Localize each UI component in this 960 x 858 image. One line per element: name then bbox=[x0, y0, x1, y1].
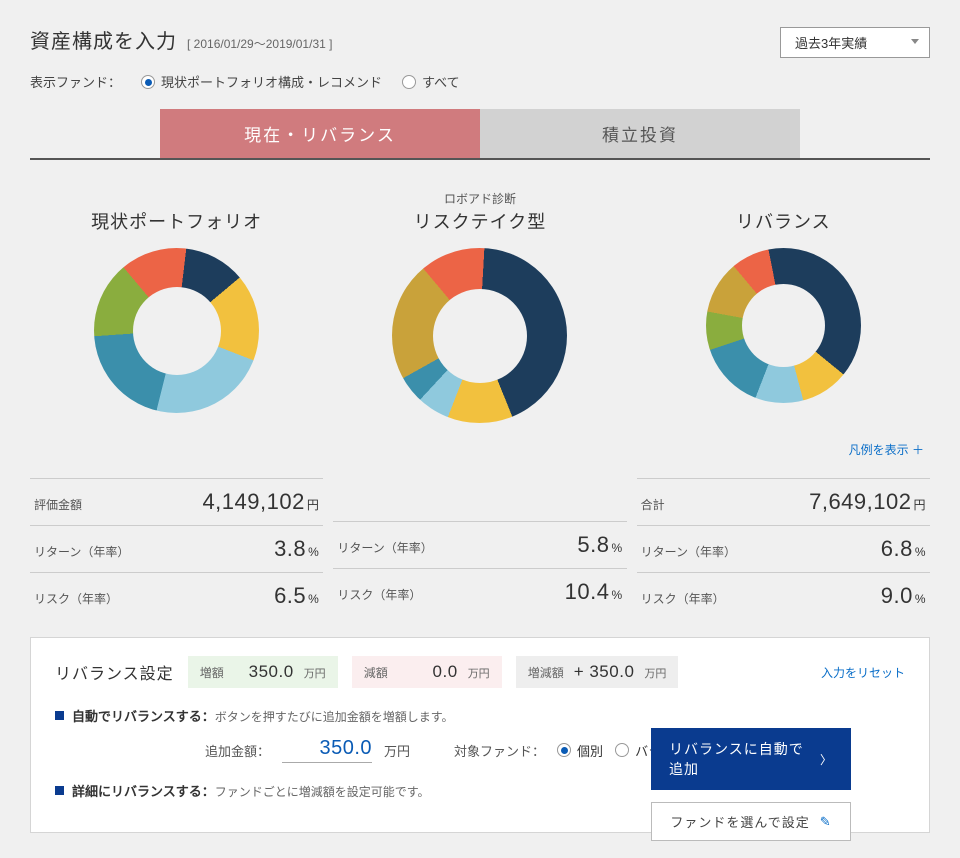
chart-title: リスクテイク型 bbox=[333, 208, 626, 234]
chip-net: 増減額 + 350.0 万円 bbox=[516, 656, 679, 688]
radio-target-individual[interactable]: 個別 bbox=[557, 741, 603, 760]
tab-rebalance[interactable]: 現在・リバランス bbox=[160, 109, 480, 158]
donut-chart bbox=[94, 248, 259, 413]
chip-increase: 増額 350.0 万円 bbox=[188, 656, 338, 688]
auto-rebalance-heading: 自動でリバランスする：ボタンを押すたびに追加金額を増額します。 bbox=[55, 706, 905, 725]
auto-add-button[interactable]: リバランスに自動で追加 〉 bbox=[651, 728, 851, 790]
settings-title: リバランス設定 bbox=[55, 660, 174, 684]
filter-label: 表示ファンド： bbox=[30, 72, 121, 91]
add-amount-input[interactable] bbox=[282, 737, 372, 763]
reset-link[interactable]: 入力をリセット bbox=[821, 664, 905, 681]
stats-current: 評価金額 4,149,102円 リターン（年率） 3.8% リスク（年率） 6.… bbox=[30, 478, 323, 619]
legend-toggle-link[interactable]: 凡例を表示 ＋ bbox=[849, 443, 924, 457]
radio-dot-icon bbox=[402, 75, 416, 89]
stats-rebalance: 合計 7,649,102円 リターン（年率） 6.8% リスク（年率） 9.0% bbox=[637, 478, 930, 619]
period-select[interactable]: 過去3年実績 bbox=[780, 27, 930, 58]
donut-chart bbox=[392, 248, 567, 423]
date-range: [ 2016/01/29～2019/01/31 ] bbox=[187, 35, 332, 52]
page-title: 資産構成を入力 bbox=[30, 25, 177, 54]
radio-dot-icon bbox=[615, 743, 629, 757]
radio-dot-icon bbox=[557, 743, 571, 757]
select-fund-button[interactable]: ファンドを選んで設定 ✎ bbox=[651, 802, 851, 841]
stats-robo: リターン（年率） 5.8% リスク（年率） 10.4% bbox=[333, 478, 626, 619]
square-bullet-icon bbox=[55, 786, 64, 795]
add-amount-label: 追加金額： bbox=[205, 741, 270, 760]
chip-decrease: 減額 0.0 万円 bbox=[352, 656, 502, 688]
radio-dot-icon bbox=[141, 75, 155, 89]
edit-icon: ✎ bbox=[820, 814, 832, 830]
chart-title: 現状ポートフォリオ bbox=[30, 208, 323, 234]
radio-all[interactable]: すべて bbox=[402, 72, 460, 91]
square-bullet-icon bbox=[55, 711, 64, 720]
radio-current-portfolio[interactable]: 現状ポートフォリオ構成・レコメンド bbox=[141, 72, 382, 91]
chevron-right-icon: 〉 bbox=[820, 751, 833, 768]
tab-accumulate[interactable]: 積立投資 bbox=[480, 109, 800, 158]
donut-chart bbox=[706, 248, 861, 403]
target-fund-label: 対象ファンド： bbox=[454, 741, 545, 760]
chart-title: リバランス bbox=[637, 208, 930, 234]
